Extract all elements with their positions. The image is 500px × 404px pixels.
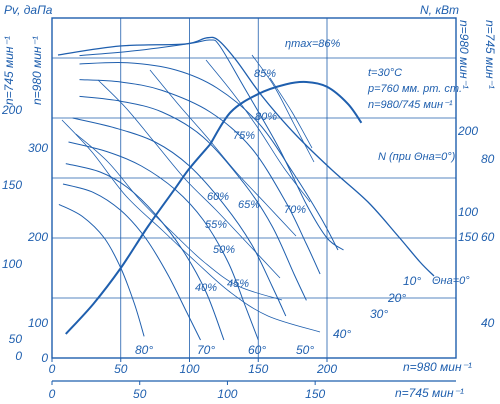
vane-angle-label: 80° <box>135 343 153 357</box>
y-tick-label-745: 200 <box>1 103 22 117</box>
x-tick-label-980: 0 <box>49 362 56 376</box>
x-tick-label-745: 100 <box>217 387 237 401</box>
power-curve <box>209 80 363 145</box>
efficiency-label: 85% <box>254 68 276 80</box>
envelope-curve <box>57 36 435 277</box>
vane-angle-label: 10° <box>403 274 421 288</box>
efficiency-label: 40% <box>195 282 217 294</box>
bottom-speed-980: n=980 мин⁻¹ <box>403 360 472 374</box>
efficiency-label: 50% <box>213 244 235 256</box>
y-tick-label-745: 50 <box>9 332 23 346</box>
vane-angle-label: 20° <box>387 291 406 305</box>
efficiency-label: 45% <box>227 278 249 290</box>
vane-angle-label: 40° <box>333 327 351 341</box>
efficiency-label: 65% <box>238 199 260 211</box>
vane-angle-label: 30° <box>370 307 388 321</box>
efficiency-label: 80% <box>255 111 277 123</box>
tick-labels: 0 50 100 150 200 0 50 100 150 0 100 200 300 0 50 100 150… <box>1 103 495 401</box>
efficiency-label: 70% <box>284 204 306 216</box>
vane-angle-label: 60° <box>248 343 266 357</box>
efficiency-label: 55% <box>205 219 227 231</box>
y-tick-label-right-745: 60 <box>481 230 495 244</box>
y-tick-label-980: 0 <box>41 351 48 365</box>
vane-angle-curve-0 <box>79 39 344 251</box>
vane-angle-curve-20 <box>79 79 321 275</box>
y-tick-label-980: 200 <box>27 230 48 244</box>
y-tick-label-745: 150 <box>2 178 22 192</box>
left-speed-980: n=980 мин⁻¹ <box>30 36 44 105</box>
y-tick-label-right-745: 40 <box>481 316 495 330</box>
x-tick-label-980: 50 <box>114 362 128 376</box>
efficiency-contour <box>61 119 321 333</box>
right-speed-745: n=745 мин⁻¹ <box>483 20 497 89</box>
efficiency-label: 60% <box>207 191 229 203</box>
y-tick-label-745: 0 <box>15 349 22 363</box>
vane-angle-label: 70° <box>197 343 215 357</box>
efficiency-contour <box>97 79 281 279</box>
curve-labels: 85% 80%75% 70% 65% 60% 55% 50% 45% 40% 10° 20° 30° 4… <box>135 68 421 357</box>
y-tick-label-980: 300 <box>28 141 48 155</box>
vane-angle-curve-60 <box>65 163 225 341</box>
left-axis-title: Pv, даПа <box>4 3 53 17</box>
y-tick-label-right-745: 80 <box>481 152 495 166</box>
plot-frame <box>51 17 457 359</box>
y-tick-label-right-980: 100 <box>458 205 478 219</box>
bottom-speed-745: n=745 мин⁻¹ <box>395 386 464 400</box>
power-curve-label: N (при Θна=0°) <box>378 151 456 163</box>
right-speed-980: n=980 мин⁻¹ <box>457 20 471 89</box>
y-tick-label-745: 100 <box>2 257 22 271</box>
left-speed-745: n=745 мин⁻¹ <box>2 36 16 105</box>
y-tick-label-right-980: 200 <box>457 124 478 138</box>
condition-speed: n=980/745 мин⁻¹ <box>368 99 453 111</box>
y-tick-label-980: 100 <box>28 316 48 330</box>
vane-angle-curve-50 <box>68 141 259 341</box>
y-tick-label-right-980: 150 <box>458 230 478 244</box>
vane-angle-label: 50° <box>296 343 314 357</box>
x-tick-label-745: 150 <box>305 387 325 401</box>
efficiency-contour <box>75 133 283 301</box>
x-tick-label-980: 150 <box>248 362 268 376</box>
efficiency-contour <box>251 54 315 163</box>
efficiency-contour <box>205 59 311 203</box>
efficiency-label: 75% <box>233 130 255 142</box>
vane-angle-curve-70 <box>62 183 201 341</box>
system-curve <box>65 143 211 335</box>
right-axis-title: N, кВт <box>420 3 459 17</box>
theta-zero-label: Θна=0° <box>432 275 470 287</box>
efficiency-contour <box>269 77 313 149</box>
vane-angle-curve-40 <box>72 117 287 317</box>
x-tick-label-745: 50 <box>133 387 147 401</box>
efficiency-contour <box>149 69 297 237</box>
curves <box>57 36 435 341</box>
vane-angle-curve-80 <box>58 203 145 337</box>
vane-angle-curve-10 <box>79 62 339 251</box>
x-tick-label-980: 100 <box>179 362 199 376</box>
x-tick-label-745: 0 <box>49 387 56 401</box>
x-tick-label-980: 200 <box>316 362 337 376</box>
condition-temperature: t=30°C <box>368 67 402 79</box>
eta-max-label: ηmax=86% <box>285 38 341 50</box>
vane-angle-curve-30 <box>79 95 307 301</box>
condition-pressure: p=760 мм. рт. ст. <box>367 83 462 95</box>
